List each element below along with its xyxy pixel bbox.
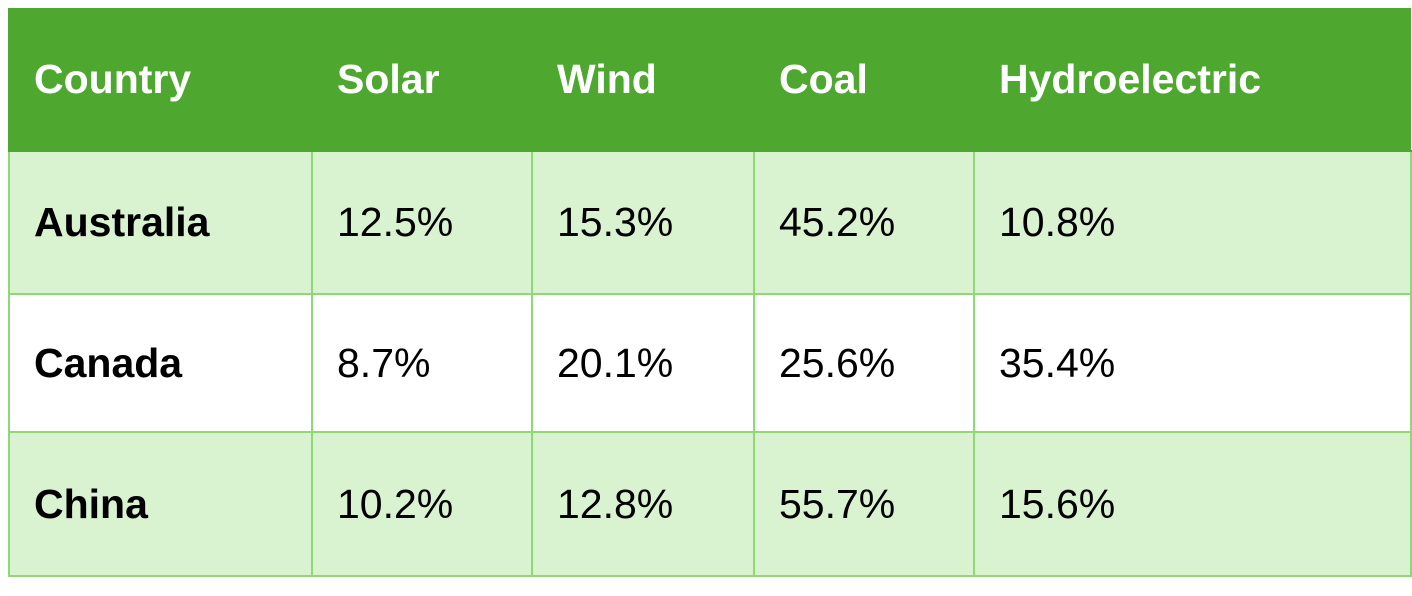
- table-cell: 12.5%: [311, 150, 533, 295]
- table-cell: 20.1%: [531, 293, 755, 433]
- row-label: Australia: [8, 150, 313, 295]
- table-row: Australia 12.5% 15.3% 45.2% 10.8%: [8, 150, 1412, 295]
- table-cell: 15.3%: [531, 150, 755, 295]
- table-cell: 10.8%: [973, 150, 1412, 295]
- table-cell: 10.2%: [311, 431, 533, 577]
- data-table: Country Solar Wind Coal Hydroelectric Austra…: [8, 8, 1412, 577]
- header-cell: Solar: [311, 8, 533, 152]
- table-cell: 12.8%: [531, 431, 755, 577]
- header-cell: Hydroelectric: [973, 8, 1411, 152]
- row-label: Canada: [8, 293, 313, 433]
- table-cell: 45.2%: [753, 150, 975, 295]
- header-row: Country Solar Wind Coal Hydroelectric: [8, 8, 1411, 152]
- table-row: Canada 8.7% 20.1% 25.6% 35.4%: [8, 293, 1412, 433]
- table-cell: 55.7%: [753, 431, 975, 577]
- header-cell: Coal: [753, 8, 975, 152]
- table-cell: 25.6%: [753, 293, 975, 433]
- table-container: Country Solar Wind Coal Hydroelectric Austra…: [8, 8, 1412, 577]
- table-cell: 15.6%: [973, 431, 1412, 577]
- header-cell: Wind: [531, 8, 755, 152]
- table-cell: 8.7%: [311, 293, 533, 433]
- row-label: China: [8, 431, 313, 577]
- header-cell: Country: [8, 8, 313, 152]
- table-row: China 10.2% 12.8% 55.7% 15.6%: [8, 431, 1412, 577]
- table-cell: 35.4%: [973, 293, 1412, 433]
